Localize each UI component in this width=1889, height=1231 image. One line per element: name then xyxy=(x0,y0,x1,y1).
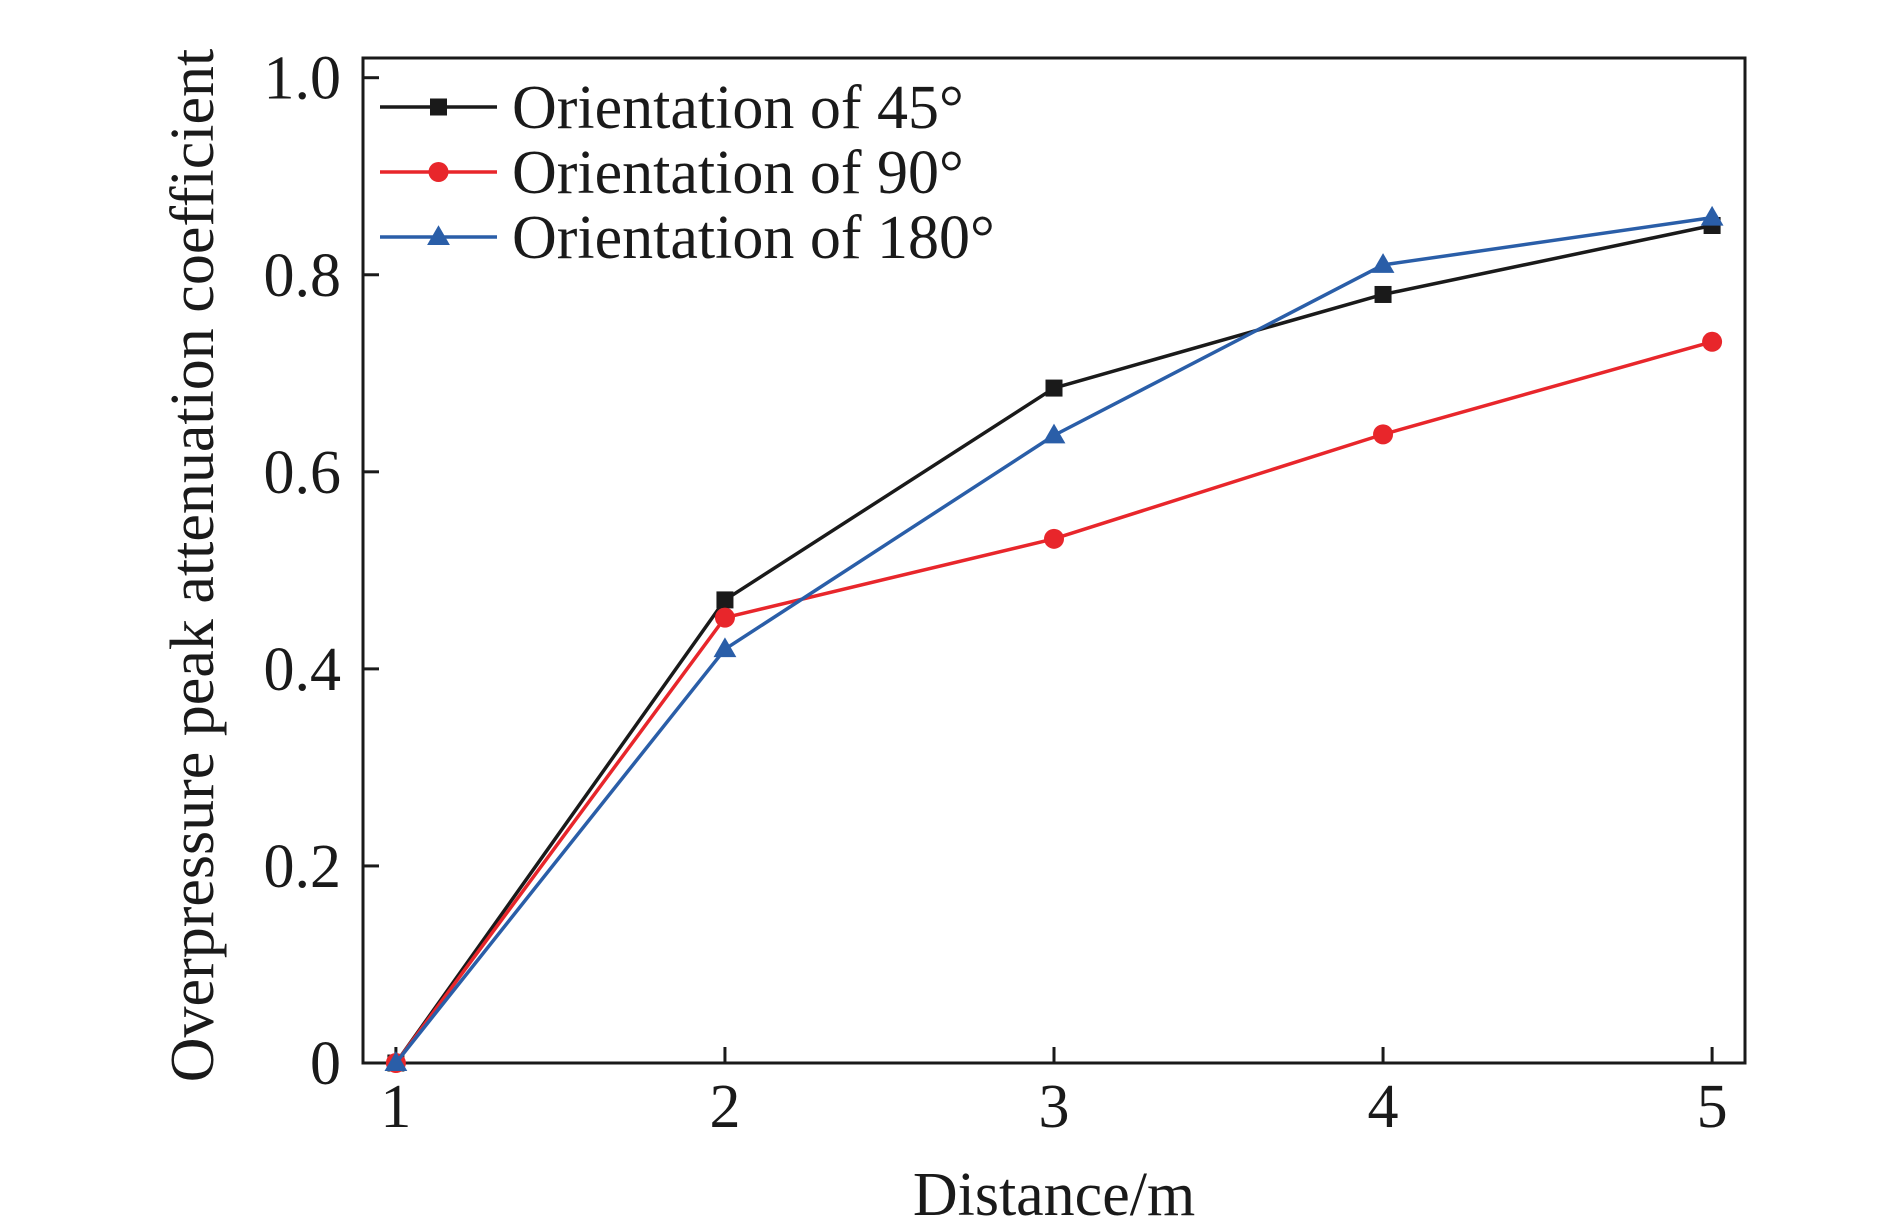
legend-item: Orientation of 45° xyxy=(380,74,964,142)
legend-marker xyxy=(428,162,449,182)
axis-ticks: 1 2 3 4 5 0 0.2 0.4 0.6 0.8 1.0 xyxy=(264,45,1728,1141)
legend-label: Orientation of 90° xyxy=(512,139,964,207)
data-point xyxy=(1045,379,1063,397)
series-line xyxy=(394,215,1713,1065)
data-point xyxy=(384,1051,408,1071)
x-tick-label: 5 xyxy=(1697,1073,1728,1141)
legend-label: Orientation of 180° xyxy=(512,204,995,272)
x-tick-label: 4 xyxy=(1368,1073,1399,1141)
data-point xyxy=(1700,205,1724,226)
legend-marker xyxy=(430,98,447,116)
y-tick-label: 0 xyxy=(310,1030,341,1098)
x-tick-label: 1 xyxy=(380,1073,411,1141)
series-group xyxy=(384,205,1724,1073)
legend-marker xyxy=(427,225,450,245)
data-point xyxy=(1042,423,1066,444)
y-tick-label: 0.6 xyxy=(264,439,342,507)
y-tick-label: 1.0 xyxy=(264,45,342,113)
data-point xyxy=(1371,253,1395,273)
legend-label: Orientation of 45° xyxy=(512,74,964,142)
data-point xyxy=(716,591,734,609)
x-tick-label: 2 xyxy=(709,1073,740,1141)
y-tick-label: 0.4 xyxy=(264,636,342,704)
data-point xyxy=(1044,528,1064,549)
data-point xyxy=(1373,424,1394,445)
legend: Orientation of 45°Orientation of 90°Orie… xyxy=(380,74,995,272)
series-line xyxy=(394,340,1713,1065)
data-point xyxy=(714,607,735,628)
x-axis-title: Distance/m xyxy=(913,1161,1195,1229)
series-3 xyxy=(384,205,1724,1071)
data-point xyxy=(1702,331,1723,352)
series-1 xyxy=(387,217,1721,1072)
y-tick-label: 0.2 xyxy=(264,833,342,901)
data-point xyxy=(713,637,737,658)
y-tick-label: 0.8 xyxy=(264,242,342,310)
series-line xyxy=(394,223,1713,1065)
y-axis-title: Overpressure peak attenuation coefficien… xyxy=(159,49,227,1082)
legend-item: Orientation of 90° xyxy=(380,139,964,207)
x-tick-label: 3 xyxy=(1039,1073,1070,1141)
legend-item: Orientation of 180° xyxy=(380,204,995,272)
data-point xyxy=(1374,285,1392,303)
